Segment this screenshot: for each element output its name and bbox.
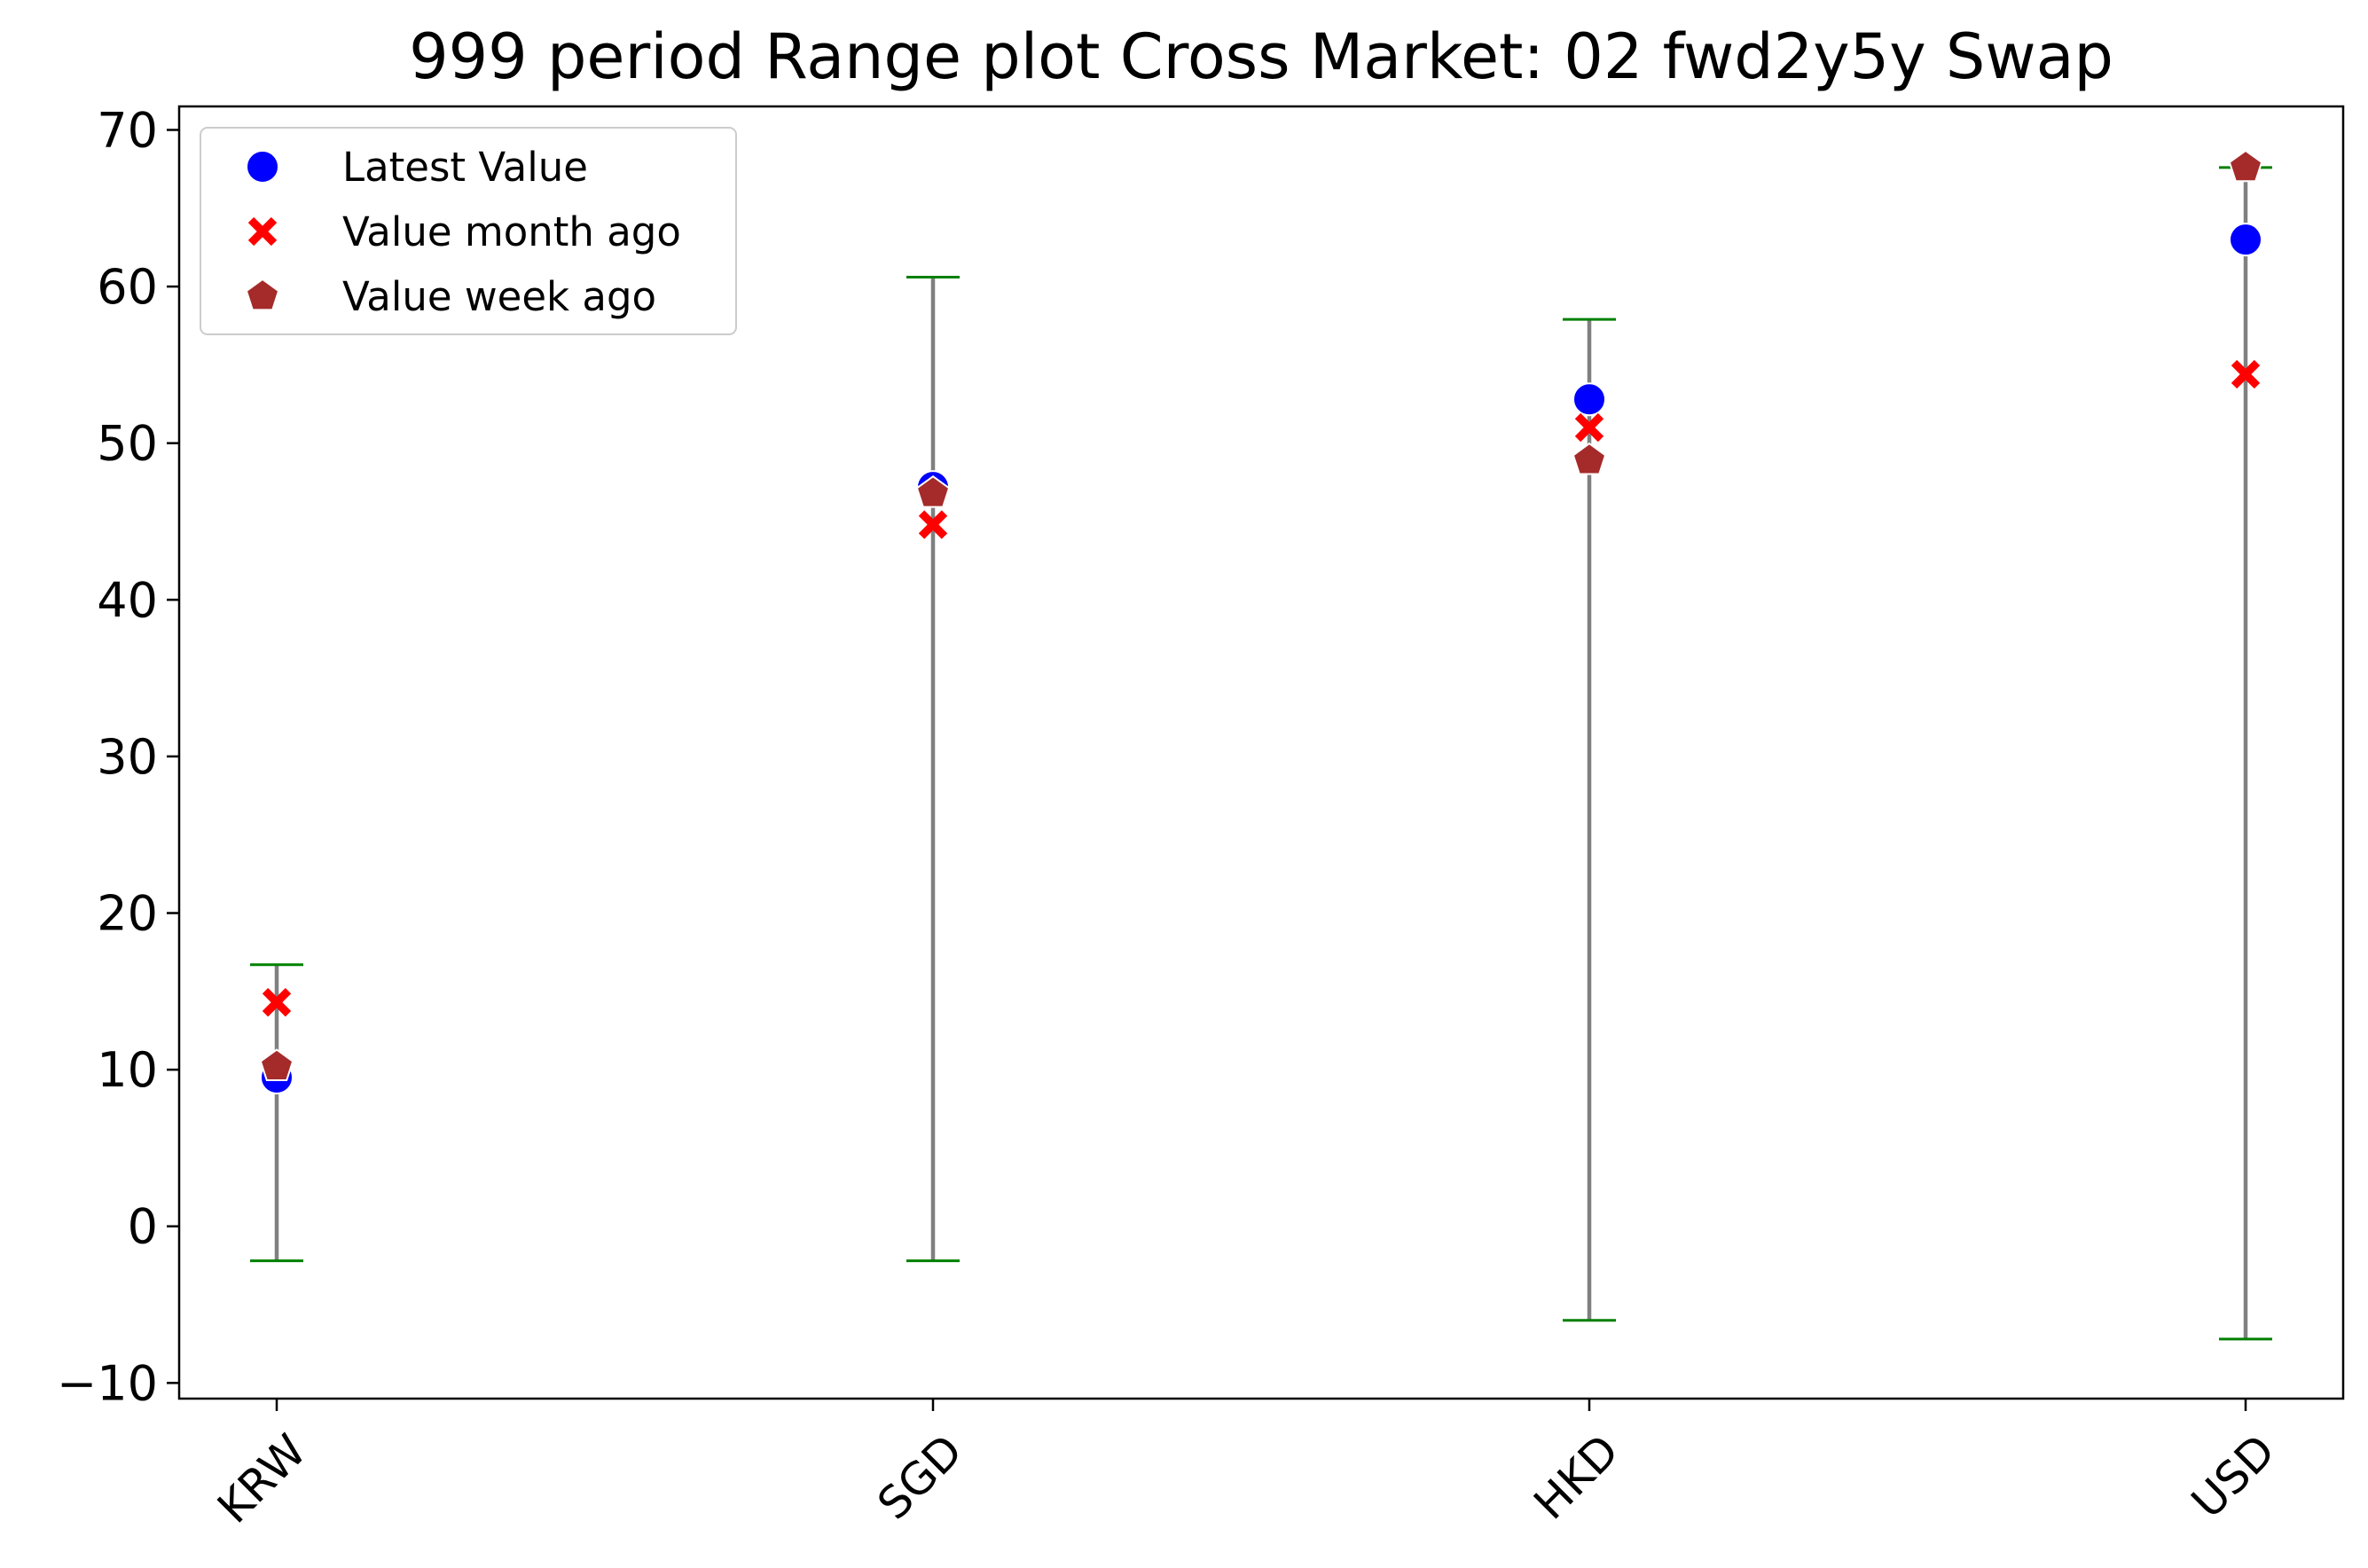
y-tick-label: 40 (97, 572, 158, 628)
marker-latest-value-usd (2229, 223, 2262, 257)
y-tick-label: −10 (57, 1355, 158, 1411)
y-tick-label: 20 (97, 886, 158, 942)
legend-label-value-week-ago: Value week ago (342, 273, 656, 320)
x-tick-label: SGD (867, 1424, 972, 1529)
marker-value-month-ago-usd (2231, 359, 2261, 389)
x-tick-label: KRW (208, 1424, 316, 1533)
y-tick-label: 10 (97, 1042, 158, 1098)
marker-value-week-ago-usd (2228, 149, 2263, 183)
x-tick-label: HKD (1524, 1424, 1628, 1529)
plot-area-frame (177, 105, 2345, 1400)
legend-label-latest-value: Latest Value (342, 144, 588, 191)
y-tick-label: 60 (97, 259, 158, 315)
marker-value-month-ago-krw (262, 988, 292, 1017)
marker-value-month-ago-krw-stroke-b (262, 988, 292, 1017)
legend-marker-value-month-ago (247, 216, 278, 247)
marker-value-month-ago-hkd-stroke-b (1574, 412, 1604, 443)
marker-value-week-ago-krw (259, 1048, 294, 1081)
y-tick-label: 70 (97, 102, 158, 158)
legend-label-value-month-ago: Value month ago (342, 208, 681, 255)
legend-marker-latest-value (246, 150, 279, 184)
legend-marker-value-month-ago-stroke-b (247, 216, 278, 247)
chart-title: 999 period Range plot Cross Market: 02 f… (409, 20, 2113, 93)
x-axis: KRW SGD HKD USD (208, 1399, 2286, 1533)
y-axis: −10 0 10 20 30 40 50 60 70 (57, 102, 179, 1411)
marker-value-month-ago-sgd-stroke-b (918, 510, 948, 539)
y-tick-label: 30 (97, 729, 158, 785)
range-bars (250, 166, 2272, 1341)
marker-value-month-ago-sgd (918, 510, 948, 539)
x-tick-label: USD (2182, 1424, 2286, 1528)
marker-latest-value-hkd (1572, 382, 1606, 417)
marker-value-week-ago-sgd (915, 474, 951, 508)
marker-value-week-ago-hkd (1572, 442, 1607, 475)
y-tick-label: 0 (128, 1199, 158, 1255)
y-tick-label: 50 (97, 416, 158, 472)
marker-value-month-ago-usd-stroke-b (2231, 359, 2261, 389)
marker-value-month-ago-hkd (1574, 412, 1604, 443)
data-markers (259, 149, 2263, 1094)
legend-marker-value-week-ago (245, 278, 280, 311)
legend-box (200, 127, 737, 335)
legend: Latest Value Value month ago Value week ag… (200, 127, 737, 335)
